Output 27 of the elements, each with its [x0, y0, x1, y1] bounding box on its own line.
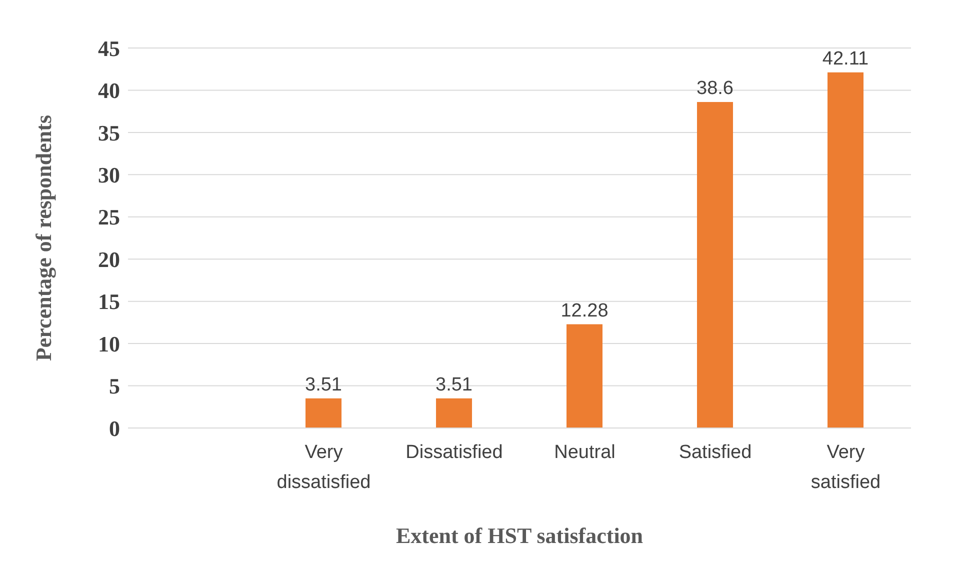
x-axis-title: Extent of HST satisfaction [396, 523, 644, 548]
y-tick-label: 10 [98, 331, 120, 356]
data-label: 42.11 [822, 48, 869, 70]
bar [436, 398, 472, 428]
y-tick-label: 20 [98, 246, 120, 272]
y-tick-label: 15 [98, 289, 120, 314]
x-tick-label: Very dissatisfied [276, 442, 371, 493]
y-tick-label: 45 [98, 36, 120, 61]
y-tick-label: 35 [98, 120, 120, 146]
y-axis-title: Percentage of respondents [30, 114, 56, 362]
bar [306, 398, 342, 428]
bar [566, 324, 602, 428]
x-tick-label: Dissatisfied [406, 442, 503, 463]
y-tick-label: 40 [98, 78, 120, 104]
x-tick-label: Satisfied [678, 442, 752, 463]
data-label: 3.51 [305, 374, 342, 396]
data-label: 3.51 [436, 374, 472, 396]
x-tick-label: Neutral [554, 442, 616, 463]
data-label: 12.28 [560, 300, 608, 322]
bar [828, 72, 864, 428]
x-tick-label: Very satisfied [810, 442, 881, 493]
y-tick-label: 25 [98, 204, 120, 230]
data-label: 38.6 [696, 78, 734, 100]
y-tick-label: 30 [98, 162, 120, 188]
bar [697, 102, 733, 428]
y-tick-label: 5 [109, 374, 120, 399]
y-tick-label: 0 [109, 416, 120, 441]
